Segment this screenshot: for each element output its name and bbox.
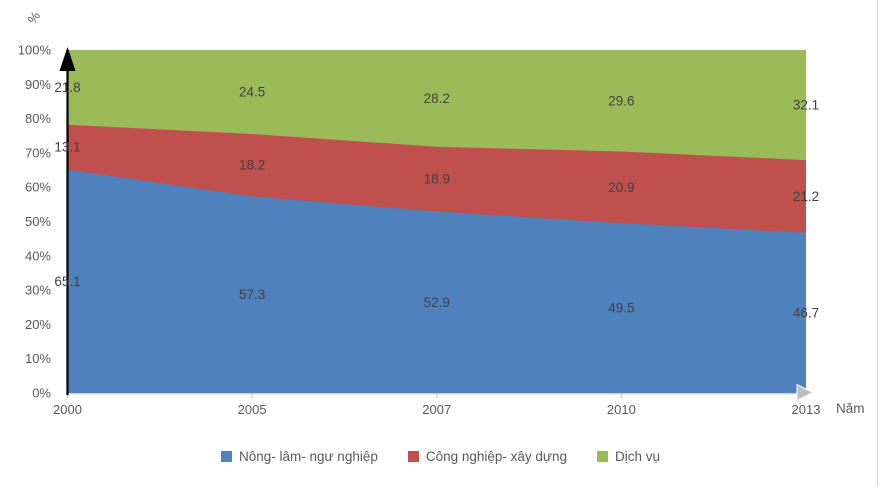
legend-item-nong-lam-ngu-nghiep: Nông- lâm- ngư nghiệp: [220, 449, 378, 464]
y-tick-label: 50%: [25, 214, 51, 229]
data-label: 21.8: [54, 80, 80, 95]
data-label: 29.6: [608, 93, 634, 108]
data-label: 24.5: [239, 85, 265, 100]
data-label: 52.9: [424, 295, 450, 310]
y-tick-label: 20%: [25, 317, 51, 332]
y-tick-label: 80%: [25, 111, 51, 126]
y-tick-label: 90%: [25, 77, 51, 92]
data-label: 28.2: [424, 91, 450, 106]
y-tick-label: 100%: [18, 43, 52, 58]
y-tick-label: 60%: [25, 180, 51, 195]
data-label: 21.2: [793, 189, 819, 204]
x-tick-label: 2010: [607, 402, 636, 417]
legend-swatch-red-icon: [407, 451, 419, 462]
legend: Nông- lâm- ngư nghiệp Công nghiệp- xây d…: [0, 449, 881, 464]
legend-label: Nông- lâm- ngư nghiệp: [238, 449, 378, 464]
x-tick-label: 2000: [53, 402, 82, 417]
data-label: 13.1: [54, 140, 80, 155]
area-band-0: [67, 169, 806, 393]
legend-label: Công nghiệp- xây dựng: [425, 449, 567, 464]
x-axis-title: Năm: [836, 401, 865, 416]
legend-item-cong-nghiep-xay-dung: Công nghiệp- xây dựng: [407, 449, 567, 464]
y-tick-label: 70%: [25, 145, 51, 160]
y-tick-label: 30%: [25, 283, 51, 298]
data-label: 65.1: [54, 274, 80, 289]
x-tick-label: 2007: [422, 402, 451, 417]
legend-label: Dịch vụ: [615, 449, 661, 464]
data-label: 18.2: [239, 158, 265, 173]
data-label: 32.1: [793, 98, 819, 113]
data-label: 20.9: [608, 180, 634, 195]
data-label: 57.3: [239, 287, 265, 302]
legend-swatch-green-icon: [597, 451, 608, 462]
y-tick-label: 10%: [25, 351, 51, 366]
legend-item-dich-vu: Dịch vụ: [597, 449, 660, 464]
y-tick-label: 40%: [25, 248, 51, 263]
x-tick-label: 2005: [238, 402, 267, 417]
data-label: 49.5: [608, 301, 634, 316]
data-label: 18.9: [424, 172, 450, 187]
y-tick-label: 0%: [32, 386, 51, 401]
y-axis-arrow-icon: [59, 47, 76, 71]
data-label: 46.7: [793, 305, 819, 320]
x-axis-arrow-icon: [796, 383, 815, 402]
x-tick-label: 2013: [792, 402, 821, 417]
legend-swatch-blue-icon: [220, 451, 232, 462]
